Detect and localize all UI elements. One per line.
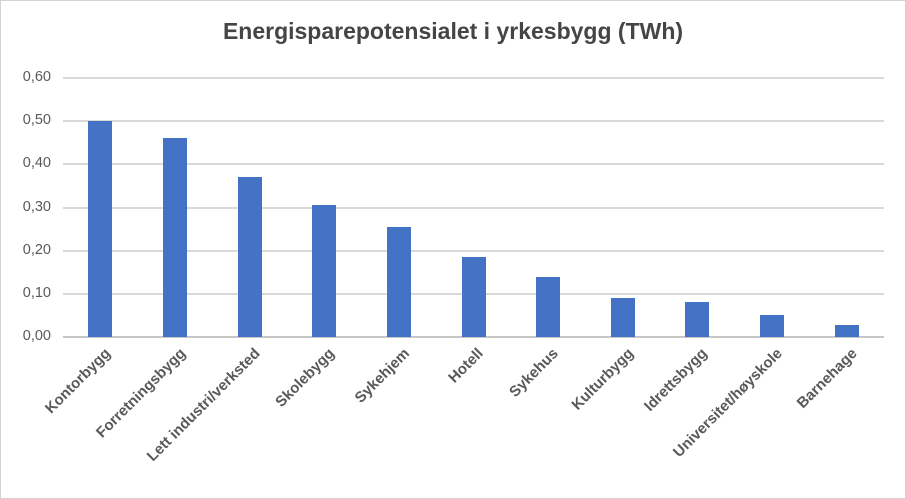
gridline: [63, 249, 884, 252]
bar: [462, 257, 486, 337]
gridline: [63, 120, 884, 123]
bar: [611, 298, 635, 337]
bar: [163, 138, 187, 337]
gridline: [63, 206, 884, 209]
x-axis-line: [63, 336, 884, 338]
bar: [387, 227, 411, 337]
bar: [685, 302, 709, 337]
gridline: [63, 163, 884, 166]
chart-title: Energisparepotensialet i yrkesbygg (TWh): [222, 18, 684, 44]
x-axis-category-label: Sykehus: [506, 345, 563, 401]
y-axis-tick-label: 0,30: [22, 198, 51, 215]
gridline: [63, 77, 884, 79]
x-axis-category-label: Idrettsbygg: [641, 345, 712, 415]
y-axis-tick-label: 0,10: [22, 284, 51, 301]
x-axis-category-label: Kulturbygg: [568, 345, 638, 414]
bar: [536, 277, 560, 337]
x-axis-category-label: Kontorbygg: [41, 345, 115, 418]
bar: [238, 177, 262, 337]
plot-area: [63, 77, 884, 338]
y-axis-tick-label: 0,50: [22, 112, 51, 129]
bar: [760, 315, 784, 337]
bar: [835, 325, 859, 337]
bar: [88, 121, 112, 337]
bar: [312, 205, 336, 337]
x-axis-category-label: Skolebygg: [272, 345, 339, 411]
x-axis-category-label: Barnehage: [794, 345, 862, 412]
y-axis-tick-label: 0,20: [22, 241, 51, 258]
x-axis-category-label: Hotell: [445, 345, 488, 387]
y-axis-tick-label: 0,40: [22, 155, 51, 172]
x-axis-category-label: Sykehjem: [351, 345, 414, 407]
y-axis-tick-label: 0,60: [22, 69, 51, 85]
y-axis-tick-label: 0,00: [22, 328, 51, 344]
